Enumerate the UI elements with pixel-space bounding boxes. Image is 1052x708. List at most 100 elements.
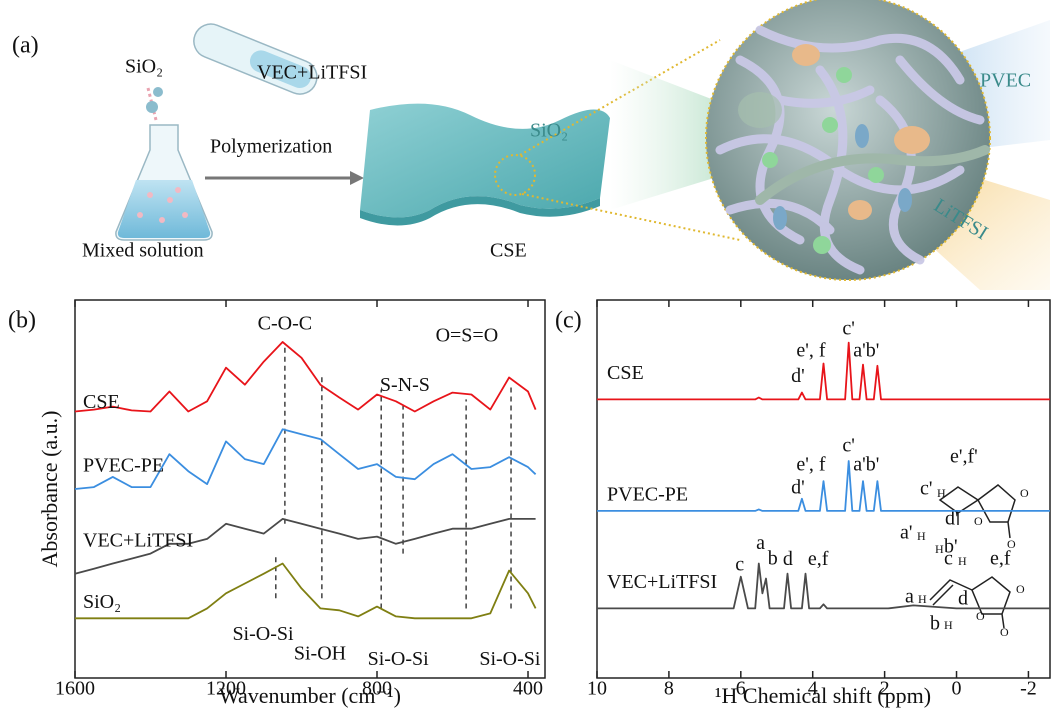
structure-label: O	[1016, 582, 1025, 596]
structure-label: H	[917, 529, 926, 543]
beam	[610, 60, 740, 210]
annotation: d'	[791, 477, 805, 499]
structure-label: O	[976, 609, 985, 623]
membrane-label: CSE	[490, 240, 527, 262]
x-tick-label: 800	[362, 678, 392, 700]
x-axis-label: Wavenumber (cm⁻¹)	[219, 683, 401, 708]
series-line	[597, 341, 1050, 401]
droplet	[153, 87, 163, 97]
annotation: c'	[842, 435, 854, 457]
polymer-chain	[755, 145, 990, 205]
droplet	[146, 101, 158, 113]
arrow-head	[350, 171, 364, 185]
annotation: Si-OH	[294, 643, 346, 665]
y-axis-label: Absorbance (a.u.)	[37, 411, 62, 568]
series-label: PVEC-PE	[607, 484, 688, 506]
structure-label: a	[905, 586, 914, 608]
annotation: Si-O-Si	[479, 648, 541, 670]
structure-label: O	[1020, 486, 1029, 500]
x-tick-label: 4	[808, 678, 818, 700]
structure-label: c	[944, 548, 953, 570]
structure-label: H	[918, 592, 927, 606]
annotation: d	[783, 548, 793, 570]
annotation: Si-O-Si	[368, 648, 430, 670]
annotation: e', f	[796, 454, 825, 476]
series-line	[74, 428, 537, 490]
structure-label: b	[930, 613, 940, 635]
annotation: a'b'	[853, 454, 879, 476]
structure-label: O	[1000, 625, 1009, 639]
annotation: a	[756, 532, 765, 554]
annotation: a'b'	[853, 339, 879, 361]
annotation: C-O-C	[258, 313, 312, 335]
series-label: VEC+LiTFSI	[607, 571, 717, 593]
silica-label: SiO₂	[125, 56, 163, 78]
flask-liquid	[117, 180, 211, 238]
series-line	[74, 518, 536, 575]
zoom-silica-label: SiO₂	[530, 120, 568, 142]
panel-label: (a)	[12, 33, 39, 59]
structure-label: H	[935, 542, 944, 556]
x-tick-label: 10	[587, 678, 607, 700]
structure-label: c'	[920, 478, 932, 500]
structure-label: d'	[945, 508, 959, 530]
annotation: b	[768, 547, 778, 569]
annotation: e,f	[808, 548, 829, 570]
x-tick-label: 0	[952, 678, 962, 700]
annotation: c	[735, 553, 744, 575]
series-line	[75, 562, 537, 620]
x-tick-label: -2	[1020, 678, 1037, 700]
annotation: Si-O-Si	[232, 623, 294, 645]
zoom-line	[521, 193, 741, 241]
annotation: S-N-S	[380, 374, 430, 396]
series-label: SiO₂	[83, 591, 121, 613]
panel-label: (c)	[555, 308, 582, 334]
annotation: O=S=O	[436, 324, 499, 346]
structure-label: e',f'	[950, 446, 978, 468]
x-tick-label: 6	[736, 678, 746, 700]
x-tick-label: 1600	[55, 678, 95, 700]
annotation: e', f	[796, 339, 825, 361]
structure-label: b'	[944, 536, 958, 558]
membrane	[360, 103, 610, 218]
zoom-spot	[494, 154, 536, 196]
series-line	[597, 562, 1050, 610]
structure-label: O	[974, 514, 983, 528]
test-tube	[193, 23, 318, 95]
x-tick-label: 400	[513, 678, 543, 700]
x-tick-label: 1200	[206, 678, 246, 700]
structure-label: H	[937, 486, 946, 500]
zoom-polymer-label: PVEC	[980, 70, 1031, 92]
structure-label: H	[944, 618, 953, 632]
series-label: PVEC-PE	[83, 455, 164, 477]
structure-label: e,f	[990, 548, 1011, 570]
panel-a: (a) SiO₂ VEC+LiTFSI Polymerization Mixed…	[12, 0, 1050, 290]
structure-labels: e',f' c' H d' a' H H b' O O O c H e,f a …	[900, 446, 1029, 639]
structure-label: O	[1007, 537, 1016, 551]
vec-structure	[929, 576, 1011, 629]
membrane-edge	[360, 196, 600, 226]
structure-label: d	[958, 588, 968, 610]
series-label: CSE	[83, 391, 120, 413]
x-tick-label: 8	[664, 678, 674, 700]
particles	[738, 44, 930, 254]
monomer-label: VEC+LiTFSI	[257, 62, 367, 84]
annotation: d'	[791, 365, 805, 387]
series-label: VEC+LiTFSI	[83, 529, 193, 551]
x-axis-label: ¹H Chemical shift (ppm)	[715, 683, 931, 708]
series-label: CSE	[607, 362, 644, 384]
structure-label: a'	[900, 522, 912, 544]
structure-label: H	[958, 554, 967, 568]
flask-label: Mixed solution	[82, 240, 204, 262]
plot-frame	[596, 299, 1051, 679]
polymer-chains	[715, 25, 985, 275]
plot-frame	[74, 299, 546, 679]
series-line	[74, 341, 537, 413]
panel-label: (b)	[8, 308, 36, 334]
x-tick-label: 2	[880, 678, 890, 700]
particles	[137, 187, 188, 223]
annotation: c'	[842, 317, 854, 339]
series-line	[597, 460, 1050, 512]
process-label: Polymerization	[210, 136, 332, 158]
